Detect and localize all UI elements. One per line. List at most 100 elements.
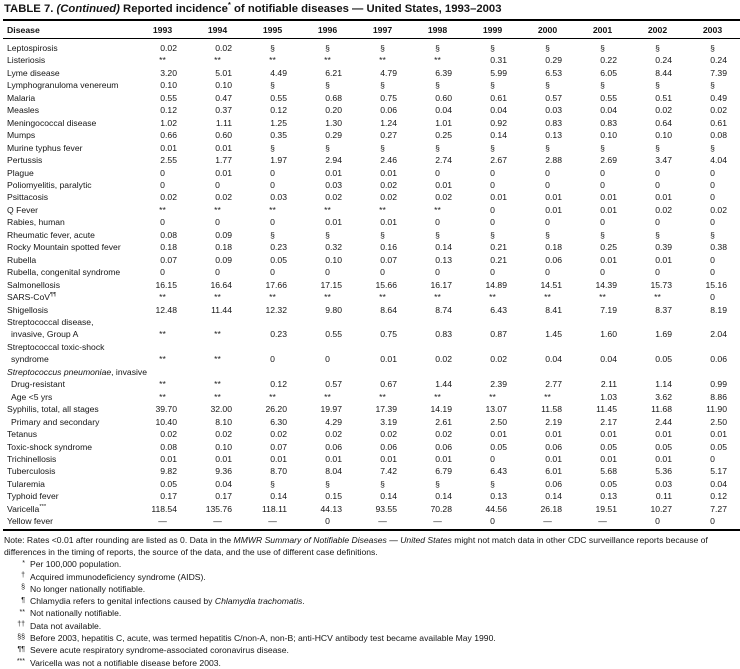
footnote-text: Varicella was not a notifiable disease b… bbox=[30, 657, 221, 668]
value-cell: 1.60 bbox=[600, 329, 617, 340]
value-cell: 0 bbox=[600, 179, 605, 190]
value-cell: 0.01 bbox=[325, 217, 342, 228]
value-cell: 0.01 bbox=[435, 179, 452, 190]
value-cell: 1.24 bbox=[380, 117, 397, 128]
value-cell: § bbox=[490, 142, 495, 153]
footnote: *** Varicella was not a notifiable diseas… bbox=[4, 657, 738, 669]
value-cell: 0.08 bbox=[710, 130, 727, 141]
value-cell: 14.19 bbox=[430, 404, 452, 415]
disease-label: Tetanus bbox=[7, 429, 38, 440]
value-cell: 44.13 bbox=[320, 503, 342, 514]
value-cell: 0.04 bbox=[490, 105, 507, 116]
value-cell: § bbox=[490, 80, 495, 91]
value-cell: 0.01 bbox=[545, 429, 562, 440]
value-cell: § bbox=[435, 478, 440, 489]
note-post: might not match data in other CDC survei… bbox=[4, 534, 708, 557]
value-cell: 2.74 bbox=[435, 155, 452, 166]
value-cell: 26.20 bbox=[265, 404, 287, 415]
value-cell: 0 bbox=[710, 192, 715, 203]
value-cell: ** bbox=[489, 292, 496, 303]
value-cell: 6.39 bbox=[435, 67, 452, 78]
value-cell: 8.41 bbox=[545, 304, 562, 315]
value-cell: 0.12 bbox=[270, 379, 287, 390]
value-cell: 17.66 bbox=[265, 279, 287, 290]
value-cell: 0.05 bbox=[600, 478, 617, 489]
value-cell: 1.14 bbox=[655, 379, 672, 390]
value-cell: 0.29 bbox=[325, 130, 342, 141]
value-cell: 0.03 bbox=[270, 192, 287, 203]
value-cell: ** bbox=[324, 292, 331, 303]
value-cell: 16.15 bbox=[155, 279, 177, 290]
value-cell: 0 bbox=[545, 179, 550, 190]
value-cell bbox=[630, 366, 685, 378]
value-cell: 14.51 bbox=[540, 279, 562, 290]
value-cell: 0.01 bbox=[655, 254, 672, 265]
value-cell: 15.16 bbox=[705, 279, 727, 290]
value-cell: 9.82 bbox=[160, 466, 177, 477]
value-cell: 0.01 bbox=[545, 453, 562, 464]
table-row: Plague 0 0.01 0 0.01 0.01 0 0 0 0 0 0 bbox=[3, 167, 740, 179]
value-cell: 0.64 bbox=[655, 117, 672, 128]
disease-label: Salmonellosis bbox=[7, 279, 61, 290]
col-header-1996: 1996 bbox=[300, 19, 355, 39]
value-cell: 2.77 bbox=[545, 379, 562, 390]
value-cell: 12.32 bbox=[265, 304, 287, 315]
disease-label: Streptococcal disease, invasive, Group A bbox=[7, 316, 94, 340]
disease-label: Primary and secondary bbox=[11, 416, 100, 427]
disease-label: Rocky Mountain spotted fever bbox=[7, 242, 121, 253]
value-cell: 0.17 bbox=[160, 491, 177, 502]
value-cell: 0.83 bbox=[545, 117, 562, 128]
value-cell: 0.03 bbox=[655, 478, 672, 489]
value-cell: § bbox=[655, 229, 660, 240]
value-cell: 0.75 bbox=[380, 92, 397, 103]
value-cell: 1.77 bbox=[215, 155, 232, 166]
value-cell: 2.94 bbox=[325, 155, 342, 166]
value-cell: § bbox=[545, 229, 550, 240]
value-cell: 0.83 bbox=[435, 329, 452, 340]
table-row: Malaria 0.55 0.47 0.55 0.68 0.75 0.60 0.61 0.57 0… bbox=[3, 92, 740, 104]
value-cell: ** bbox=[159, 204, 166, 215]
value-cell: 0.39 bbox=[655, 242, 672, 253]
value-cell: 4.29 bbox=[325, 416, 342, 427]
value-cell: 0.06 bbox=[380, 441, 397, 452]
value-cell: 0.01 bbox=[600, 192, 617, 203]
value-cell: 2.46 bbox=[380, 155, 397, 166]
value-cell: 0.12 bbox=[270, 105, 287, 116]
value-cell: ** bbox=[434, 55, 441, 66]
table-title: TABLE 7. (Continued) Reported incidence*… bbox=[4, 1, 738, 15]
value-cell: 0 bbox=[685, 515, 740, 531]
table-row: Measles 0.12 0.37 0.12 0.20 0.06 0.04 0.04 0.03 0… bbox=[3, 104, 740, 116]
value-cell: § bbox=[545, 43, 550, 53]
value-cell: 0.01 bbox=[490, 429, 507, 440]
value-cell: ** bbox=[434, 292, 441, 303]
value-cell: 6.21 bbox=[325, 67, 342, 78]
table-row: Trichinellosis 0.01 0.01 0.01 0.01 0.01 0.01 0 0… bbox=[3, 453, 740, 465]
value-cell: ** bbox=[214, 354, 221, 365]
value-cell: 0.06 bbox=[545, 254, 562, 265]
value-cell: § bbox=[325, 478, 330, 489]
col-header-2003: 2003 bbox=[685, 19, 740, 39]
value-cell: 0.18 bbox=[160, 242, 177, 253]
value-cell: 1.44 bbox=[435, 379, 452, 390]
value-cell: 0.10 bbox=[655, 130, 672, 141]
value-cell: 0.01 bbox=[215, 167, 232, 178]
value-cell: 0 bbox=[710, 292, 715, 303]
value-cell: 19.51 bbox=[595, 503, 617, 514]
value-cell: 11.90 bbox=[706, 404, 727, 415]
value-cell: 0 bbox=[160, 217, 165, 228]
value-cell: ** bbox=[214, 204, 221, 215]
value-cell: 0.01 bbox=[160, 142, 177, 153]
value-cell: § bbox=[710, 43, 715, 53]
value-cell: 0.02 bbox=[655, 204, 672, 215]
footnote: * Per 100,000 population. bbox=[4, 558, 738, 570]
value-cell: ** bbox=[434, 391, 441, 402]
disease-label: Typhoid fever bbox=[7, 491, 59, 502]
value-cell bbox=[355, 366, 410, 378]
value-cell: § bbox=[270, 80, 275, 91]
value-cell: § bbox=[270, 43, 275, 53]
value-cell: 9.36 bbox=[215, 466, 232, 477]
disease-label: Malaria bbox=[7, 92, 36, 103]
value-cell: 3.62 bbox=[655, 391, 672, 402]
footnote-marker: *** bbox=[39, 503, 47, 510]
value-cell: 0.04 bbox=[710, 478, 727, 489]
